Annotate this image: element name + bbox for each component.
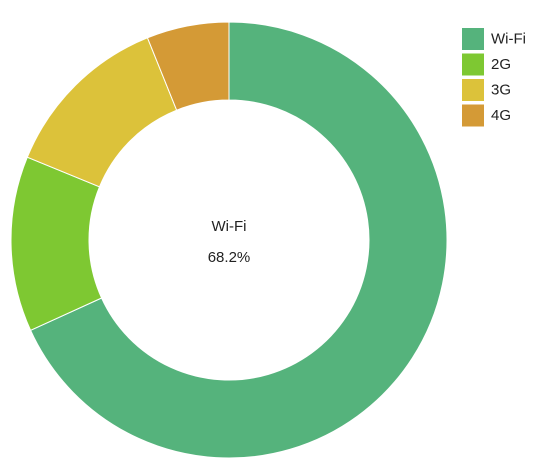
legend-swatch: [462, 28, 484, 50]
donut-slice: [10, 156, 103, 331]
donut-slice: [26, 37, 178, 188]
legend-label: 4G: [491, 107, 511, 124]
legend-label: 2G: [491, 56, 511, 73]
center-value: 68.2%: [208, 249, 251, 266]
donut-slice: [146, 21, 230, 111]
legend-swatch: [462, 104, 484, 127]
legend-swatch: [462, 79, 484, 101]
donut-slice: [29, 21, 448, 459]
donut: [10, 21, 448, 459]
legend-label: Wi-Fi: [491, 30, 526, 47]
center-category: Wi-Fi: [212, 218, 247, 235]
legend-swatch: [462, 53, 484, 76]
legend-label: 3G: [491, 81, 511, 98]
